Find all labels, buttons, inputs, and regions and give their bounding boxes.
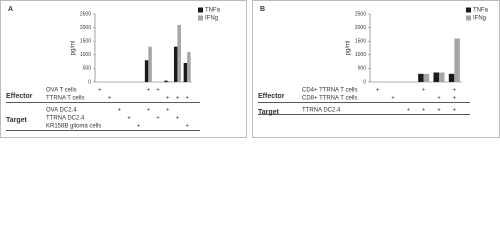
figure: Apg/ml 0 500 1000 1500 2000 2500 TNFa IFNg OVA T … — [0, 0, 500, 138]
row-label: TTRNA DC2.4 — [302, 108, 341, 114]
plus-mark: + — [185, 124, 189, 130]
y-tick-label: 0 — [88, 79, 91, 85]
y-tick-label: 2500 — [355, 11, 366, 17]
plus-mark: + — [422, 88, 426, 94]
y-axis-label: pg/ml — [71, 41, 77, 56]
plus-mark: + — [185, 96, 189, 102]
row-label: CD4+ TTRNA T cells — [302, 88, 358, 94]
legend-label: IFNg — [205, 16, 218, 22]
panel-title: A — [8, 6, 13, 13]
legend-label: IFNg — [473, 16, 486, 22]
plus-mark: + — [166, 96, 170, 102]
y-tick-label: 500 — [83, 66, 92, 72]
plus-mark: + — [156, 116, 160, 122]
plus-mark: + — [391, 96, 395, 102]
legend-swatch — [466, 15, 471, 21]
y-tick-label: 1500 — [80, 39, 91, 45]
y-tick-label: 2000 — [355, 25, 366, 31]
bar — [173, 46, 178, 82]
panel-title: B — [260, 6, 265, 13]
plus-mark: + — [176, 116, 180, 122]
y-tick-label: 500 — [358, 66, 367, 72]
bar — [423, 73, 430, 82]
plus-mark: + — [376, 88, 380, 94]
row-label: CD8+ TTRNA T cells — [302, 96, 358, 102]
bar — [433, 72, 439, 82]
y-tick-label: 1500 — [355, 39, 366, 45]
y-tick-label: 2500 — [80, 11, 91, 17]
plus-mark: + — [147, 88, 151, 94]
panel-frame — [0, 0, 247, 138]
plus-mark: + — [176, 96, 180, 102]
group-label: Target — [258, 109, 280, 116]
group-label: Effector — [258, 93, 285, 100]
plus-mark: + — [437, 108, 441, 114]
plus-mark: + — [453, 96, 457, 102]
plus-mark: + — [137, 124, 141, 130]
legend-swatch — [198, 15, 203, 21]
y-tick-label: 0 — [363, 79, 366, 85]
panel-frame — [252, 0, 500, 138]
plus-mark: + — [147, 108, 151, 114]
plus-mark: + — [407, 108, 411, 114]
plus-mark: + — [127, 116, 131, 122]
plus-mark: + — [117, 108, 121, 114]
row-label: OVA T cells — [46, 88, 77, 94]
legend-swatch — [466, 7, 471, 13]
y-axis-label: pg/ml — [346, 41, 352, 56]
bar — [418, 73, 424, 82]
legend-label: TNFa — [205, 8, 221, 14]
bar — [454, 38, 460, 82]
legend-label: TNFa — [473, 8, 489, 14]
plus-mark: + — [98, 88, 102, 94]
bar — [448, 73, 455, 82]
row-label: KR158B glioma cells — [46, 124, 101, 130]
plus-mark: + — [108, 96, 112, 102]
plus-mark: + — [422, 108, 426, 114]
plus-mark: + — [156, 88, 160, 94]
row-label: OVA DC2.4 — [46, 108, 77, 114]
bar — [144, 60, 149, 82]
plus-mark: + — [437, 96, 441, 102]
bar — [187, 52, 191, 82]
bar — [439, 72, 445, 82]
group-label: Target — [6, 117, 28, 124]
bar — [167, 81, 172, 82]
plus-mark: + — [453, 108, 457, 114]
y-tick-label: 2000 — [80, 25, 91, 31]
y-tick-label: 1000 — [80, 52, 91, 58]
y-tick-label: 1000 — [355, 52, 366, 58]
plus-mark: + — [453, 88, 457, 94]
bar — [164, 80, 168, 82]
row-label: TTRNA T cells — [46, 96, 84, 102]
legend-swatch — [198, 7, 203, 13]
plus-mark: + — [166, 108, 170, 114]
group-label: Effector — [6, 93, 33, 100]
bar — [148, 46, 152, 82]
bar — [177, 24, 181, 83]
row-label: TTRNA DC2.4 — [46, 116, 85, 122]
bar — [183, 62, 188, 82]
